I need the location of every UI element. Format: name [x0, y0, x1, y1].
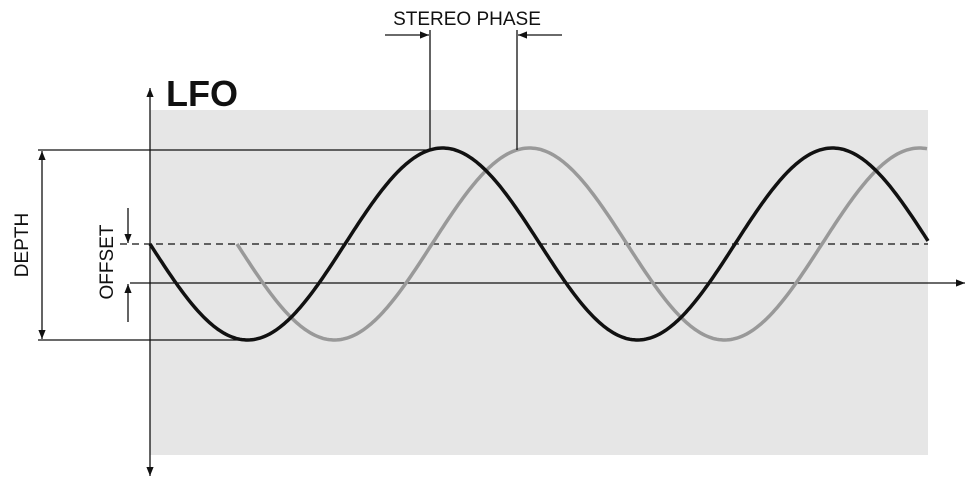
right-wave	[235, 146, 928, 342]
title: LFO	[166, 73, 238, 114]
left-wave	[148, 146, 930, 342]
depth-label: DEPTH	[12, 213, 33, 277]
stereo-phase-label: STEREO PHASE	[393, 9, 541, 30]
offset-label: OFFSET	[97, 224, 118, 299]
